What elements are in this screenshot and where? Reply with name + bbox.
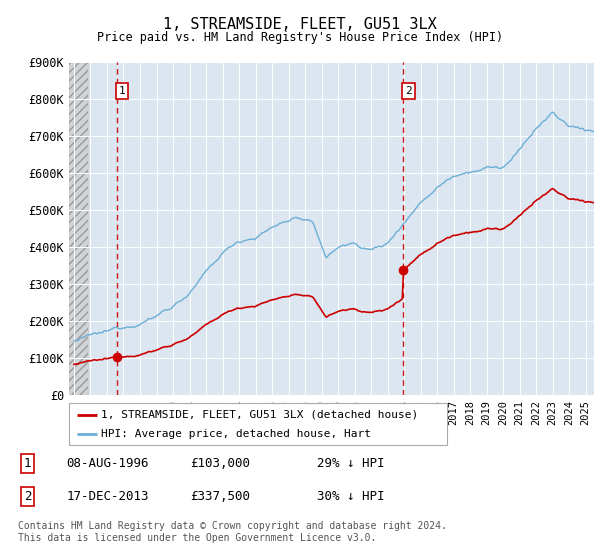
Text: This data is licensed under the Open Government Licence v3.0.: This data is licensed under the Open Gov… bbox=[18, 533, 376, 543]
Text: 1: 1 bbox=[24, 457, 31, 470]
Text: 1: 1 bbox=[118, 86, 125, 96]
Text: 2: 2 bbox=[405, 86, 412, 96]
Text: HPI: Average price, detached house, Hart: HPI: Average price, detached house, Hart bbox=[101, 429, 371, 439]
Text: £103,000: £103,000 bbox=[191, 457, 251, 470]
Text: 1, STREAMSIDE, FLEET, GU51 3LX: 1, STREAMSIDE, FLEET, GU51 3LX bbox=[163, 17, 437, 32]
Text: 30% ↓ HPI: 30% ↓ HPI bbox=[317, 490, 385, 503]
Bar bbox=[69, 62, 88, 395]
Text: 1, STREAMSIDE, FLEET, GU51 3LX (detached house): 1, STREAMSIDE, FLEET, GU51 3LX (detached… bbox=[101, 409, 418, 419]
Text: 2: 2 bbox=[24, 490, 31, 503]
Text: 17-DEC-2013: 17-DEC-2013 bbox=[67, 490, 149, 503]
Text: 08-AUG-1996: 08-AUG-1996 bbox=[67, 457, 149, 470]
Text: Contains HM Land Registry data © Crown copyright and database right 2024.: Contains HM Land Registry data © Crown c… bbox=[18, 521, 447, 531]
Text: 29% ↓ HPI: 29% ↓ HPI bbox=[317, 457, 385, 470]
Bar bbox=[69, 62, 88, 395]
Text: £337,500: £337,500 bbox=[191, 490, 251, 503]
Text: Price paid vs. HM Land Registry's House Price Index (HPI): Price paid vs. HM Land Registry's House … bbox=[97, 31, 503, 44]
